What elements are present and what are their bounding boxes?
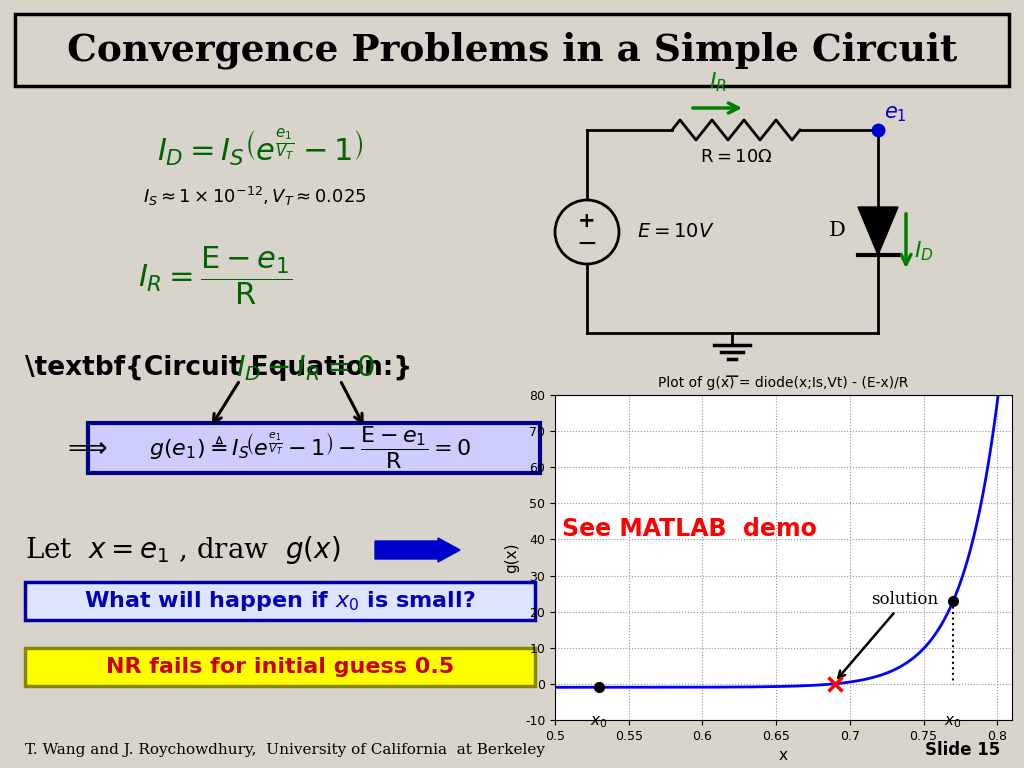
Text: Let $\ x = e_1\ $, draw $\ g(x)$: Let $\ x = e_1\ $, draw $\ g(x)$ [25,534,341,566]
Text: −: − [577,232,597,256]
Circle shape [555,200,618,264]
Text: D: D [829,221,846,240]
Text: $g(e_1) \triangleq I_S\!\left(e^{\frac{e_1}{V_T}}-1\right) - \dfrac{\mathrm{E}-e: $g(e_1) \triangleq I_S\!\left(e^{\frac{e… [148,425,471,472]
FancyBboxPatch shape [15,14,1009,86]
Text: NR fails for initial guess 0.5: NR fails for initial guess 0.5 [105,657,454,677]
Text: $I_S \approx 1 \times 10^{-12}, V_T \approx 0.025$: $I_S \approx 1 \times 10^{-12}, V_T \app… [143,184,367,207]
Text: $I_D$: $I_D$ [914,239,934,263]
Text: solution: solution [839,591,939,678]
Text: \textbf{Circuit Equation:}: \textbf{Circuit Equation:} [25,355,412,381]
FancyBboxPatch shape [25,648,535,686]
Text: $x_0$: $x_0$ [944,714,962,730]
X-axis label: x: x [779,748,788,763]
FancyArrow shape [375,538,460,562]
Text: T. Wang and J. Roychowdhury,  University of California  at Berkeley: T. Wang and J. Roychowdhury, University … [25,743,545,757]
Text: $I_D - I_R = 0$: $I_D - I_R = 0$ [236,353,375,383]
Text: $\Longrightarrow$: $\Longrightarrow$ [62,435,108,462]
Text: −: − [724,367,740,386]
Text: +: + [579,211,596,231]
Text: $I_R$: $I_R$ [709,71,727,94]
Polygon shape [858,207,898,255]
Text: Convergence Problems in a Simple Circuit: Convergence Problems in a Simple Circuit [67,31,957,69]
Text: See MATLAB  demo: See MATLAB demo [562,517,817,541]
Text: $I_D = I_S \left(e^{\frac{e_1}{V_T}} - 1\right)$: $I_D = I_S \left(e^{\frac{e_1}{V_T}} - 1… [157,127,362,169]
Text: Slide 15: Slide 15 [925,741,1000,759]
Title: Plot of g(x) = diode(x;Is,Vt) - (E-x)/R: Plot of g(x) = diode(x;Is,Vt) - (E-x)/R [658,376,908,389]
FancyBboxPatch shape [25,582,535,620]
Y-axis label: g(x): g(x) [505,542,519,573]
Text: What will happen if $x_0$ is small?: What will happen if $x_0$ is small? [84,589,476,613]
Text: $E = 10V$: $E = 10V$ [637,223,715,241]
Text: $\mathrm{R = 10\Omega}$: $\mathrm{R = 10\Omega}$ [699,148,772,166]
Text: $x_0$: $x_0$ [591,714,608,730]
FancyBboxPatch shape [88,423,540,473]
Text: $e_1$: $e_1$ [884,104,906,124]
Text: $I_R = \dfrac{\mathrm{E} - e_1}{\mathrm{R}}$: $I_R = \dfrac{\mathrm{E} - e_1}{\mathrm{… [138,245,292,307]
